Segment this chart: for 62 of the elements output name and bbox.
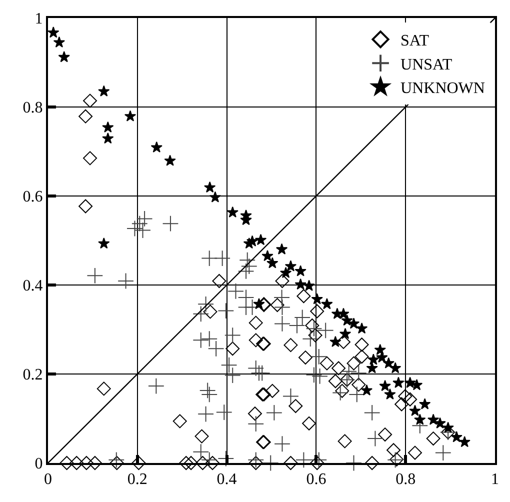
point	[414, 414, 426, 425]
y-tick-label: 0.2	[22, 366, 43, 384]
y-tick-label: 1	[34, 10, 43, 28]
point	[366, 362, 378, 374]
y-tick-label: 0.8	[22, 100, 43, 117]
point	[58, 51, 70, 62]
point	[294, 265, 306, 276]
point	[374, 344, 386, 355]
point	[379, 380, 391, 392]
point	[330, 336, 342, 347]
point	[356, 322, 368, 334]
point	[276, 243, 288, 254]
y-tick-label: 0.6	[22, 188, 43, 206]
point	[458, 436, 470, 448]
x-tick-label: 0.6	[306, 471, 326, 488]
point	[360, 384, 373, 396]
point	[341, 314, 353, 326]
point	[254, 234, 267, 246]
point	[150, 141, 162, 153]
point	[368, 354, 380, 365]
point	[209, 191, 222, 202]
point	[102, 121, 114, 132]
point	[450, 431, 462, 442]
legend-label: SAT	[400, 32, 430, 50]
point	[294, 278, 306, 290]
legend-label: UNKNOWN	[400, 80, 486, 98]
point	[48, 26, 60, 38]
point	[262, 250, 274, 262]
point	[382, 357, 394, 368]
point	[321, 298, 333, 310]
point	[280, 266, 292, 278]
y-tick-label: 0	[34, 456, 43, 473]
point	[442, 422, 454, 433]
point	[98, 238, 110, 249]
point	[98, 85, 110, 96]
point	[124, 110, 136, 122]
point	[102, 132, 114, 144]
point	[253, 298, 265, 310]
x-tick-label: 1	[491, 471, 499, 488]
y-tick-label: 0.4	[22, 278, 43, 295]
point	[266, 257, 278, 268]
x-tick-label: 0.2	[127, 471, 148, 488]
point	[164, 154, 176, 166]
point	[384, 388, 396, 400]
point	[338, 308, 350, 319]
point	[392, 376, 404, 388]
point	[204, 181, 216, 193]
point	[404, 376, 416, 388]
point	[246, 235, 258, 246]
point	[339, 328, 352, 339]
point	[226, 206, 238, 218]
point	[311, 293, 323, 304]
point	[409, 404, 421, 416]
point	[284, 260, 297, 272]
point	[418, 398, 431, 410]
point	[53, 36, 66, 48]
x-tick-label: 0.8	[396, 471, 416, 488]
legend-label: UNSAT	[400, 56, 452, 74]
point	[303, 280, 315, 291]
x-tick-label: 0.4	[216, 471, 237, 488]
point	[427, 414, 440, 425]
point	[389, 362, 402, 374]
